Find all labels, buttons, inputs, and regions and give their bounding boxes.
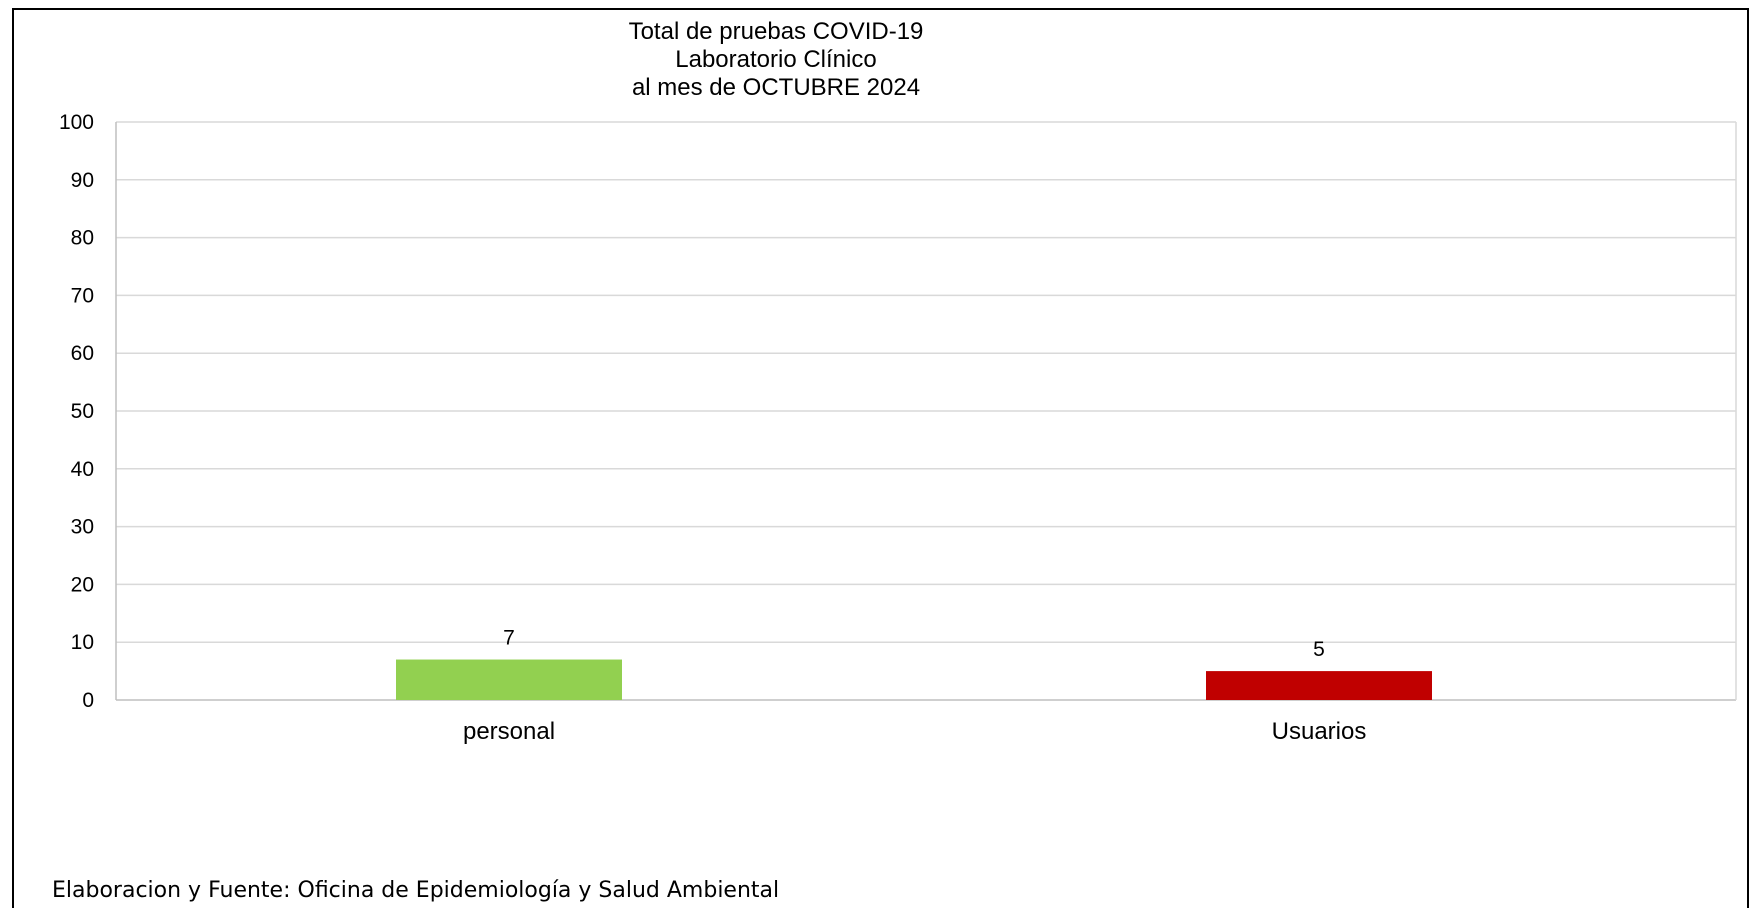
chart-title-line: Laboratorio Clínico	[675, 46, 876, 73]
x-category-label: personal	[463, 718, 555, 745]
source-note: Elaboracion y Fuente: Oficina de Epidemi…	[52, 878, 780, 903]
y-tick-label: 100	[59, 111, 94, 134]
y-tick-label: 10	[71, 631, 94, 654]
y-tick-label: 60	[71, 342, 94, 365]
y-tick-label: 0	[82, 689, 94, 712]
y-tick-label: 80	[71, 227, 94, 250]
y-tick-label: 30	[71, 516, 94, 539]
x-category-label: Usuarios	[1272, 718, 1367, 745]
bar-personal	[396, 659, 622, 700]
y-tick-label: 50	[71, 400, 94, 423]
chart-title-line: al mes de OCTUBRE 2024	[632, 74, 920, 101]
y-tick-label: 70	[71, 284, 94, 307]
chart-frame: Total de pruebas COVID-19 Laboratorio Clí…	[12, 8, 1749, 908]
y-tick-label: 90	[71, 169, 94, 192]
chart-title-line: Total de pruebas COVID-19	[629, 18, 924, 45]
bar-usuarios	[1206, 671, 1432, 700]
y-tick-label: 40	[71, 458, 94, 481]
data-label: 7	[503, 627, 515, 650]
data-label: 5	[1313, 638, 1325, 661]
y-tick-label: 20	[71, 573, 94, 596]
